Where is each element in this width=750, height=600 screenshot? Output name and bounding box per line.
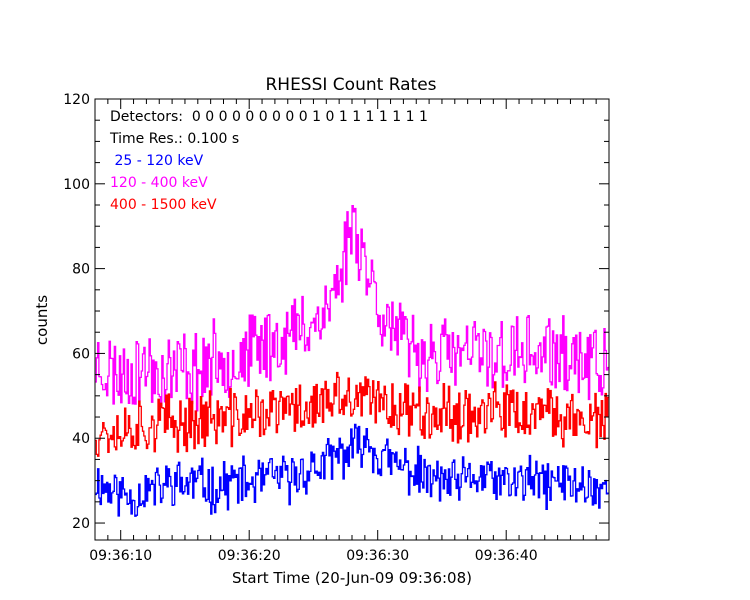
y-tick-label: 40 <box>72 431 90 447</box>
x-tick-label: 09:36:30 <box>346 548 409 564</box>
time-res-annotation: Time Res.: 0.100 s <box>109 131 239 147</box>
y-tick-label: 80 <box>72 262 90 278</box>
y-tick-label: 100 <box>63 177 90 193</box>
detectors-annotation: Detectors: 0 0 0 0 0 0 0 0 0 1 0 1 1 1 1… <box>110 109 428 125</box>
x-tick-label: 09:36:10 <box>89 548 152 564</box>
legend: Detectors: 0 0 0 0 0 0 0 0 0 1 0 1 1 1 1… <box>109 109 428 213</box>
y-tick-label: 20 <box>72 516 90 532</box>
y-tick-label: 120 <box>63 92 90 108</box>
chart-title: RHESSI Count Rates <box>265 75 436 95</box>
x-axis-label: Start Time (20-Jun-09 09:36:08) <box>232 569 472 587</box>
x-tick-label: 09:36:20 <box>218 548 281 564</box>
x-tick-label: 09:36:40 <box>475 548 538 564</box>
y-tick-label: 60 <box>72 346 90 362</box>
legend-entry-400-1500: 400 - 1500 keV <box>110 197 217 213</box>
series-line-1 <box>95 423 609 517</box>
series-line-3 <box>95 371 609 457</box>
legend-entry-120-400: 120 - 400 keV <box>110 175 208 191</box>
ticks-layer: 20 40 60 80 100 120 09:36:10 09:36:20 09:36:30 09… <box>63 92 610 564</box>
series-layer <box>95 204 609 517</box>
legend-entry-25-120: 25 - 120 keV <box>110 153 204 169</box>
series-line-2 <box>95 204 609 412</box>
y-axis-label: counts <box>33 295 51 345</box>
